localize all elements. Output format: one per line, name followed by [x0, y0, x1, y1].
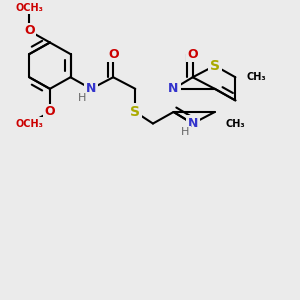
Text: CH₃: CH₃	[246, 72, 266, 82]
Text: OCH₃: OCH₃	[15, 3, 43, 13]
Text: O: O	[45, 106, 55, 118]
Text: CH₃: CH₃	[226, 118, 245, 129]
Text: O: O	[188, 48, 198, 61]
Text: N: N	[188, 117, 198, 130]
Text: O: O	[108, 48, 119, 61]
Text: OCH₃: OCH₃	[15, 118, 43, 129]
Text: H: H	[181, 127, 190, 137]
Text: N: N	[168, 82, 179, 95]
Text: S: S	[130, 105, 140, 119]
Text: O: O	[24, 24, 34, 38]
Text: S: S	[210, 59, 220, 73]
Text: N: N	[86, 82, 96, 95]
Text: H: H	[77, 92, 86, 103]
